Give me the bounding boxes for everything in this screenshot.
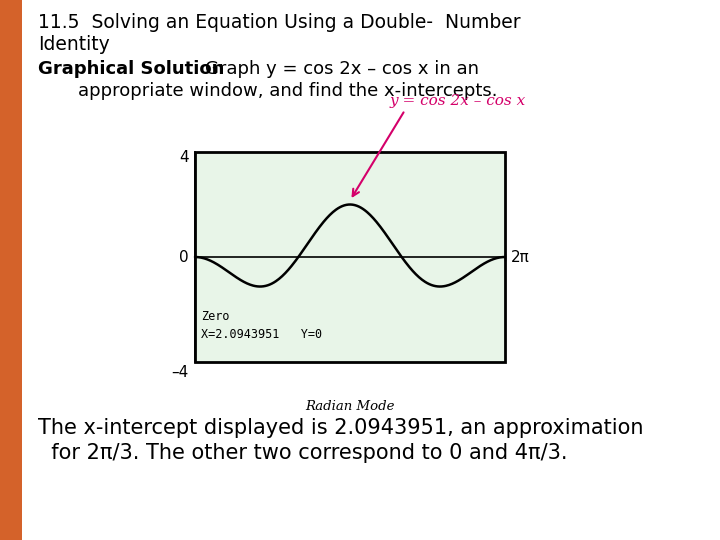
Text: 11.5  Solving an Equation Using a Double-  Number: 11.5 Solving an Equation Using a Double-… xyxy=(38,13,521,32)
Bar xyxy=(195,152,505,362)
Text: The x-intercept displayed is 2.0943951, an approximation: The x-intercept displayed is 2.0943951, … xyxy=(38,418,644,438)
Text: Graphical Solution: Graphical Solution xyxy=(38,60,225,78)
Text: X=2.0943951   Y=0: X=2.0943951 Y=0 xyxy=(201,327,322,341)
Text: 2π: 2π xyxy=(511,249,530,265)
Bar xyxy=(0,0,22,540)
Text: Identity: Identity xyxy=(38,35,109,54)
Text: 0: 0 xyxy=(179,249,189,265)
Text: y = cos 2x – cos x: y = cos 2x – cos x xyxy=(390,94,526,108)
Text: Radian Mode: Radian Mode xyxy=(305,400,395,413)
Text: –4: –4 xyxy=(172,365,189,380)
Text: Zero: Zero xyxy=(201,309,230,322)
Text: 4: 4 xyxy=(179,150,189,165)
Text: Graph y = cos 2x – cos x in an: Graph y = cos 2x – cos x in an xyxy=(182,60,479,78)
Text: for 2π/3. The other two correspond to 0 and 4π/3.: for 2π/3. The other two correspond to 0 … xyxy=(38,443,567,463)
Text: appropriate window, and find the x-intercepts.: appropriate window, and find the x-inter… xyxy=(55,82,498,100)
